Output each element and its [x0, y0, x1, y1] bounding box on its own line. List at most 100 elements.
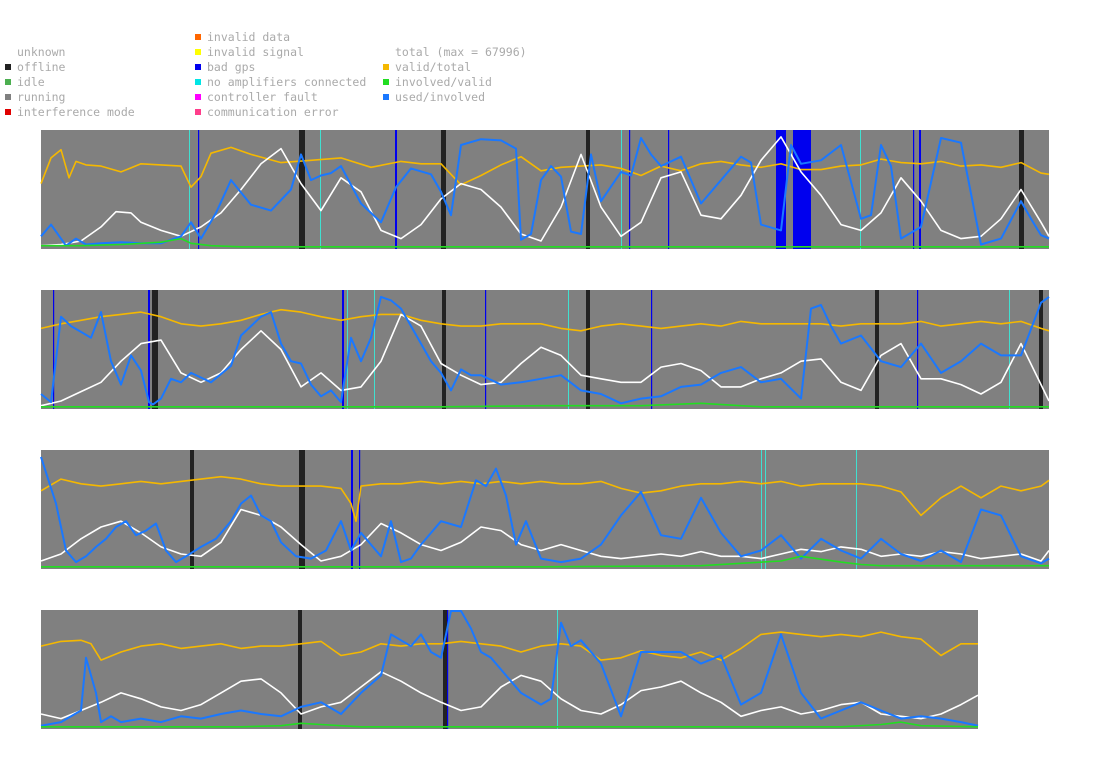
legend-item-valid_total: valid/total	[383, 60, 471, 74]
series-line-total	[40, 313, 1050, 407]
legend-label: controller fault	[207, 90, 318, 104]
offline-band	[443, 610, 448, 729]
legend-swatch	[383, 94, 389, 100]
offline-band	[875, 290, 879, 409]
legend-item-comm_error: communication error	[195, 105, 339, 119]
legend-item-invalid_data: invalid data	[195, 30, 290, 44]
offline-band	[298, 610, 302, 729]
running-background	[41, 610, 978, 729]
bad-gps-band	[53, 290, 55, 409]
offline-band	[190, 450, 194, 569]
series-line-involved-valid	[41, 237, 1049, 248]
legend-swatch	[5, 94, 11, 100]
no-amplifiers-marker	[856, 450, 857, 569]
series-line-used-involved	[40, 456, 1050, 565]
bad-gps-band	[629, 130, 631, 249]
no-amplifiers-marker	[568, 290, 569, 409]
legend-swatch	[195, 49, 201, 55]
bad-gps-band	[342, 290, 344, 409]
series-line-valid-total	[40, 146, 1050, 188]
legend-swatch	[383, 79, 389, 85]
legend-label: invalid signal	[207, 45, 304, 59]
legend-item-used_involved: used/involved	[383, 90, 485, 104]
legend-swatch	[195, 64, 201, 70]
offline-band	[152, 290, 158, 409]
offline-band	[586, 290, 590, 409]
legend-item-unknown: unknown	[5, 45, 65, 59]
legend-item-no_amp: no amplifiers connected	[195, 75, 366, 89]
bad-gps-band	[776, 130, 786, 249]
series-line-used-involved	[40, 295, 1050, 406]
series-line-total	[40, 136, 1050, 247]
legend: unknown offline idle running interference mo…	[0, 0, 1095, 125]
series-line-involved-valid	[41, 721, 979, 728]
bad-gps-band	[359, 450, 361, 569]
legend-swatch	[5, 79, 11, 85]
legend-swatch	[5, 109, 11, 115]
series-line-used-involved	[40, 137, 1050, 247]
bad-gps-band	[668, 130, 670, 249]
bad-gps-band	[198, 130, 200, 249]
bad-gps-band	[148, 290, 150, 409]
series-line-used-involved	[40, 610, 979, 727]
legend-label: involved/valid	[395, 75, 492, 89]
series-line-valid-total	[40, 631, 978, 661]
legend-swatch	[195, 34, 201, 40]
legend-item-total: total (max = 67996)	[383, 45, 527, 59]
legend-swatch	[195, 94, 201, 100]
legend-label: no amplifiers connected	[207, 75, 367, 89]
offline-band	[1039, 290, 1043, 409]
no-amplifiers-marker	[860, 130, 861, 249]
no-amplifiers-marker	[765, 450, 766, 569]
offline-band	[299, 450, 305, 569]
series-line-valid-total	[40, 308, 1050, 332]
no-amplifiers-marker	[189, 130, 190, 249]
legend-label: total (max = 67996)	[395, 45, 527, 59]
no-amplifiers-marker	[347, 290, 348, 409]
legend-item-ctrl_fault: controller fault	[195, 90, 318, 104]
legend-label: valid/total	[395, 60, 472, 74]
series-line-valid-total	[40, 475, 1050, 523]
legend-item-invalid_signal: invalid signal	[195, 45, 304, 59]
chart-panel-3	[40, 450, 1050, 569]
no-amplifiers-marker	[761, 450, 762, 569]
legend-label: idle	[17, 75, 45, 89]
legend-swatch	[195, 109, 201, 115]
offline-band	[442, 290, 446, 409]
legend-label: offline	[17, 60, 66, 74]
offline-band	[299, 130, 305, 249]
legend-label: communication error	[207, 105, 339, 119]
bad-gps-band	[793, 130, 811, 249]
no-amplifiers-marker	[1009, 290, 1010, 409]
legend-label: invalid data	[207, 30, 291, 44]
legend-item-involved_valid: involved/valid	[383, 75, 492, 89]
legend-item-running: running	[5, 90, 65, 104]
legend-label: interference mode	[17, 105, 135, 119]
bad-gps-band	[913, 130, 915, 249]
legend-label: bad gps	[207, 60, 256, 74]
bad-gps-band	[651, 290, 653, 409]
legend-item-offline: offline	[5, 60, 65, 74]
bad-gps-band	[485, 290, 487, 409]
series-line-involved-valid	[41, 402, 1049, 408]
legend-swatch	[195, 79, 201, 85]
no-amplifiers-marker	[557, 610, 558, 729]
no-amplifiers-marker	[320, 130, 321, 249]
series-line-total	[40, 508, 1050, 562]
series-line-involved-valid	[41, 555, 1049, 568]
legend-label: unknown	[17, 45, 66, 59]
chart-panel-1	[40, 130, 1050, 249]
bad-gps-band	[917, 290, 919, 409]
legend-swatch	[5, 64, 11, 70]
offline-band	[586, 130, 590, 249]
no-amplifiers-marker	[374, 290, 375, 409]
legend-label: used/involved	[395, 90, 486, 104]
no-amplifiers-marker	[621, 130, 622, 249]
legend-item-bad_gps: bad gps	[195, 60, 255, 74]
offline-band	[441, 130, 446, 249]
bad-gps-band	[919, 130, 921, 249]
legend-item-interference: interference mode	[5, 105, 135, 119]
bad-gps-band	[447, 610, 449, 729]
legend-item-idle: idle	[5, 75, 45, 89]
